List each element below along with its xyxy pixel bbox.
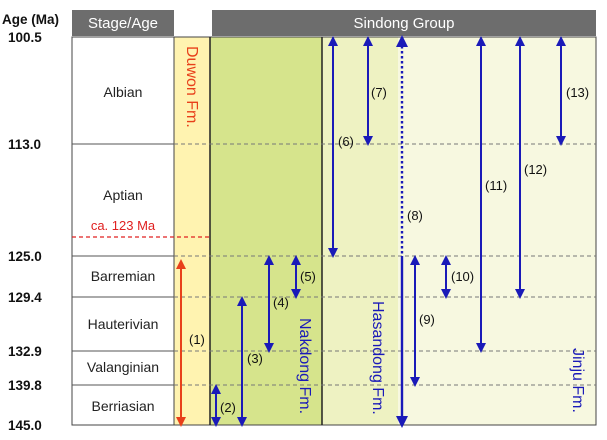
age-tick-label: 139.8 <box>8 378 42 393</box>
hasandong-formation-label: Hasandong Fm. <box>369 301 386 415</box>
age-axis-label: Age (Ma) <box>2 12 59 27</box>
range-label: (12) <box>524 162 547 177</box>
age-tick-label: 125.0 <box>8 249 42 264</box>
range-label: (3) <box>247 351 263 366</box>
stage-label: Aptian <box>103 187 143 203</box>
age-tick-label: 100.5 <box>8 30 42 45</box>
stage-label: Berriasian <box>91 398 154 414</box>
stage-label: Hauterivian <box>88 316 159 332</box>
ca-123-label: ca. 123 Ma <box>91 218 156 233</box>
stage-label: Albian <box>104 84 143 100</box>
group-header: Sindong Group <box>354 15 455 32</box>
stage-header: Stage/Age <box>88 15 158 32</box>
range-label: (8) <box>407 208 423 223</box>
range-label: (11) <box>485 178 507 193</box>
stage-header-box <box>72 10 174 36</box>
stage-column <box>72 37 174 425</box>
stage-labels: Albian Aptian Barremian Hauterivian Valangin… <box>87 84 159 414</box>
stage-label: Barremian <box>91 268 156 284</box>
range-label: (5) <box>300 269 316 284</box>
nakdong-formation-label: Nakdong Fm. <box>296 318 313 414</box>
age-labels: 100.5 113.0 125.0 129.4 132.9 139.8 145.0 <box>8 30 42 433</box>
nakdong-column <box>210 37 322 425</box>
age-tick-label: 145.0 <box>8 418 42 433</box>
range-label: (1) <box>189 332 205 347</box>
age-tick-label: 113.0 <box>8 137 41 152</box>
range-label: (13) <box>566 85 589 100</box>
range-label: (2) <box>220 400 236 415</box>
range-label: (6) <box>338 134 354 149</box>
range-label: (4) <box>273 295 289 310</box>
stage-label: Valanginian <box>87 359 159 375</box>
duwon-formation-label: Duwon Fm. <box>183 46 200 128</box>
range-label: (10) <box>451 269 474 284</box>
age-tick-label: 129.4 <box>8 290 42 305</box>
group-header-box <box>212 10 596 36</box>
range-arrows: (1) (2) (3) (4) (5) (6) (7) (8) (9) (10) (11) (12) (… <box>176 35 589 428</box>
age-tick-label: 132.9 <box>8 344 42 359</box>
range-label: (7) <box>371 85 387 100</box>
range-label: (9) <box>419 312 435 327</box>
jinju-formation-label: Jinju Fm. <box>569 348 586 413</box>
